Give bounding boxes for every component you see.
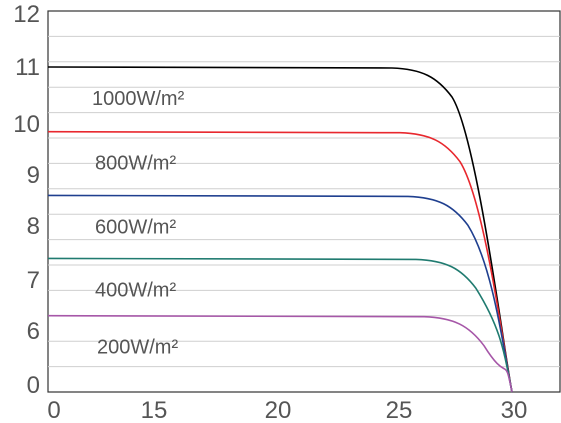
series-label: 600W/m²: [95, 216, 176, 238]
series-label: 1000W/m²: [92, 88, 185, 110]
series-label: 400W/m²: [95, 279, 176, 301]
y-axis-ticks: 0 6 7 8 9 10 11 12: [13, 1, 40, 399]
x-tick-label: 25: [386, 397, 413, 423]
y-tick-label: 10: [13, 111, 40, 138]
gridlines: [48, 35, 560, 368]
x-tick-label: 15: [141, 397, 168, 423]
y-tick-label: 11: [15, 54, 40, 81]
series-line: [47, 314, 513, 393]
x-tick-label: 30: [501, 397, 528, 423]
y-tick-label: 0: [27, 372, 40, 399]
x-tick-label: 0: [47, 397, 60, 423]
series-label: 800W/m²: [95, 153, 176, 175]
series-labels: 1000W/m² 800W/m² 600W/m² 400W/m² 200W/m²: [92, 88, 185, 359]
y-tick-label: 6: [27, 318, 40, 345]
y-tick-label: 9: [27, 162, 40, 189]
y-tick-label: 12: [13, 1, 40, 28]
x-tick-label: 20: [265, 397, 292, 423]
series-line: [47, 194, 513, 393]
series-lines: [47, 66, 513, 393]
series-label: 200W/m²: [97, 337, 178, 359]
series-line: [47, 257, 513, 393]
y-tick-label: 7: [27, 267, 40, 294]
y-tick-label: 8: [27, 213, 40, 240]
x-axis-ticks: 0 15 20 25 30: [47, 397, 527, 423]
